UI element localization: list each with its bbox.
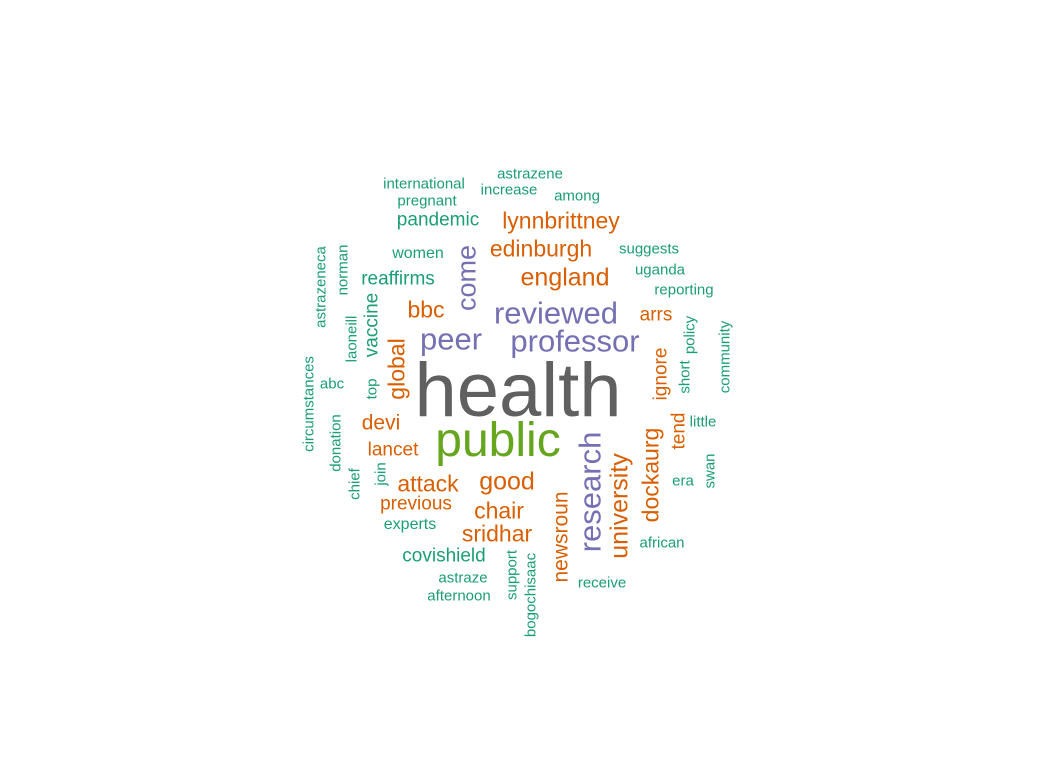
word-covishield: covishield (402, 545, 486, 567)
word-policy: policy (681, 315, 699, 355)
word-top: top (363, 378, 381, 400)
word-support: support (503, 549, 521, 601)
word-swan: swan (701, 453, 719, 489)
word-reaffirms: reaffirms (361, 268, 435, 290)
word-reviewed: reviewed (493, 295, 619, 331)
word-reporting: reporting (654, 281, 714, 299)
word-among: among (554, 187, 600, 205)
word-bbc: bbc (407, 296, 445, 323)
word-suggests: suggests (618, 240, 680, 258)
word-edinburgh: edinburgh (489, 235, 593, 262)
word-pandemic: pandemic (396, 209, 480, 231)
word-laoneill: laoneill (343, 315, 361, 363)
word-african: african (639, 534, 685, 552)
word-astrazene: astrazene (497, 165, 563, 183)
word-good: good (479, 467, 535, 496)
word-bogochisaac: bogochisaac (522, 552, 540, 638)
word-england: england (520, 263, 610, 292)
word-ignore: ignore (650, 347, 672, 401)
word-dockaurg: dockaurg (637, 427, 664, 523)
word-norman: norman (334, 244, 352, 296)
word-experts: experts (383, 516, 437, 533)
word-astraze: astraze (438, 569, 488, 587)
word-pregnant: pregnant (397, 192, 457, 210)
word-uganda: uganda (634, 261, 686, 279)
word-increase: increase (480, 181, 538, 199)
word-short: short (676, 360, 694, 394)
word-previous: previous (380, 493, 452, 515)
word-newsroun: newsroun (549, 491, 573, 583)
word-era: era (672, 472, 694, 490)
word-come: come (451, 244, 482, 312)
word-astrazeneca: astrazeneca (312, 246, 330, 328)
word-attack: attack (397, 470, 459, 497)
word-devi: devi (361, 411, 401, 435)
word-receive: receive (577, 574, 627, 592)
word-research: research (572, 431, 608, 553)
word-lancet: lancet (367, 439, 419, 461)
word-vaccine: vaccine (361, 292, 383, 358)
word-global: global (383, 338, 410, 400)
word-afternoon: afternoon (427, 587, 491, 605)
word-university: university (605, 453, 634, 559)
word-circumstances: circumstances (300, 356, 318, 452)
word-lynnbrittney: lynnbrittney (502, 207, 620, 234)
word-community: community (716, 320, 734, 394)
word-donation: donation (327, 414, 345, 472)
word-little: little (689, 413, 717, 431)
word-chair: chair (474, 497, 524, 524)
word-abc: abc (319, 375, 345, 393)
word-arrs: arrs (639, 304, 673, 326)
word-sridhar: sridhar (461, 520, 533, 547)
word-women: women (392, 245, 444, 262)
word-join: join (372, 462, 390, 486)
word-chief: chief (346, 468, 364, 500)
word-public: public (435, 414, 561, 467)
word-tend: tend (668, 412, 690, 450)
word-international: international (383, 175, 465, 193)
word-peer: peer (419, 321, 483, 357)
word-health: health (414, 348, 622, 433)
word-professor: professor (510, 323, 640, 359)
